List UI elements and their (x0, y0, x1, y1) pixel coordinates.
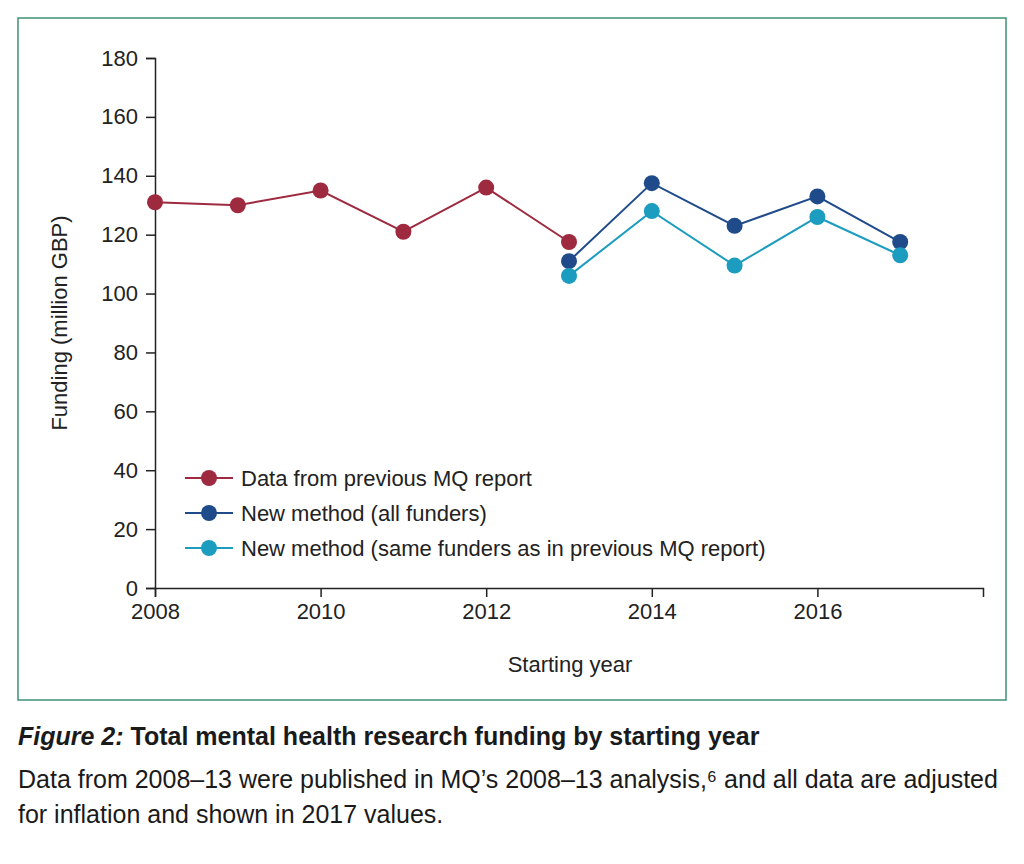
legend-label: New method (same funders as in previous … (241, 536, 766, 561)
y-tick-label: 120 (101, 222, 138, 247)
y-tick-mark (146, 293, 155, 295)
y-tick-mark (146, 176, 155, 178)
series-line (155, 188, 569, 242)
x-tick-label: 2014 (628, 599, 677, 624)
legend-label: Data from previous MQ report (241, 466, 532, 491)
y-tick: 0 (126, 576, 155, 601)
x-tick-label: 2016 (793, 599, 842, 624)
y-tick: 120 (101, 222, 155, 247)
y-tick-mark (146, 411, 155, 413)
series-marker (644, 175, 660, 191)
series-marker (230, 197, 246, 213)
chart-frame (18, 18, 1006, 700)
y-tick: 40 (114, 458, 155, 483)
x-axis-title: Starting year (508, 652, 633, 677)
caption-title: Figure 2: Total mental health research f… (18, 722, 1008, 751)
x-tick-mark (486, 588, 488, 597)
y-tick: 140 (101, 163, 155, 188)
x-axis: 2008 2010 2012 2014 2016 (131, 588, 983, 624)
y-axis-line (146, 59, 156, 589)
x-tick: 2012 (462, 588, 511, 624)
series-marker (561, 268, 577, 284)
x-tick: 2008 (131, 588, 180, 624)
y-tick-label: 160 (101, 104, 138, 129)
series-marker (395, 224, 411, 240)
y-tick: 100 (101, 281, 155, 306)
series-line (569, 183, 900, 261)
x-tick-label: 2012 (462, 599, 511, 624)
y-tick: 80 (114, 340, 155, 365)
y-tick-label: 140 (101, 163, 138, 188)
series-marker (727, 258, 743, 274)
y-tick-mark (146, 117, 155, 119)
x-tick: 2014 (628, 588, 677, 624)
series-marker (809, 188, 825, 204)
x-tick-mark (320, 588, 322, 597)
y-tick: 20 (114, 517, 155, 542)
legend-label: New method (all funders) (241, 501, 487, 526)
x-tick: 2016 (793, 588, 842, 624)
x-tick-mark (817, 588, 819, 597)
legend-item: Data from previous MQ report (185, 466, 532, 491)
y-tick: 60 (114, 399, 155, 424)
y-tick-mark (146, 234, 155, 236)
series-marker (727, 218, 743, 234)
y-tick-label: 100 (101, 281, 138, 306)
series-marker (478, 180, 494, 196)
x-tick-label: 2010 (297, 599, 346, 624)
series-marker (809, 209, 825, 225)
y-tick-label: 180 (101, 46, 138, 71)
plot-marks (147, 175, 908, 284)
y-tick-label: 20 (114, 517, 138, 542)
y-tick-mark (146, 529, 155, 531)
y-tick-label: 80 (114, 340, 138, 365)
x-tick-mark (652, 588, 654, 597)
y-tick: 180 (101, 46, 155, 71)
y-tick-mark (146, 588, 155, 590)
y-tick-mark (146, 58, 155, 60)
series-marker (644, 203, 660, 219)
legend: Data from previous MQ report New method (… (185, 466, 766, 561)
legend-item: New method (same funders as in previous … (185, 536, 766, 561)
y-tick-mark (146, 470, 155, 472)
x-tick-label: 2008 (131, 599, 180, 624)
x-tick: 2010 (297, 588, 346, 624)
series-marker (561, 234, 577, 250)
y-tick-label: 0 (126, 576, 138, 601)
caption-subtitle: Data from 2008–13 were published in MQ’s… (18, 762, 1008, 832)
legend-item: New method (all funders) (185, 501, 487, 526)
series-marker (892, 247, 908, 263)
series-marker (147, 194, 163, 210)
y-axis-title: Funding (million GBP) (47, 215, 72, 430)
y-tick-label: 40 (114, 458, 138, 483)
y-axis: 0 20 40 60 80 100 120 140 160 180 (101, 46, 155, 601)
series-marker (561, 253, 577, 269)
legend-marker (201, 540, 217, 556)
legend-marker (201, 470, 217, 486)
y-tick-label: 60 (114, 399, 138, 424)
legend-marker (201, 505, 217, 521)
series-marker (313, 183, 329, 199)
y-tick: 160 (101, 104, 155, 129)
y-tick-mark (146, 352, 155, 354)
x-axis-line (156, 589, 984, 598)
series-line (569, 211, 900, 276)
x-tick-mark (155, 588, 157, 597)
